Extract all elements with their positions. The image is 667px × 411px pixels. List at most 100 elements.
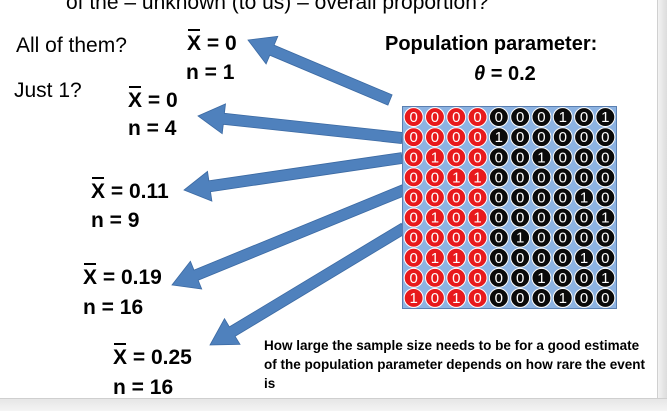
grid-digit: 1 <box>431 210 439 227</box>
bottom-shadow <box>0 398 667 411</box>
grid-circle <box>510 267 531 288</box>
grid-circle <box>488 247 509 268</box>
grid-digit: 0 <box>580 210 588 227</box>
grid-digit: 1 <box>601 270 609 287</box>
sample-2-mean-value: = 0 <box>147 89 178 112</box>
grid-circle <box>531 107 552 127</box>
grid-circle <box>595 288 616 308</box>
grid-circle <box>488 187 509 208</box>
grid-circle <box>595 167 616 188</box>
grid-circle <box>574 247 595 268</box>
grid-digit: 0 <box>516 270 524 287</box>
sample-2-mean: X = 0 <box>128 86 178 113</box>
grid-circle <box>574 147 595 168</box>
grid-digit: 1 <box>601 109 609 126</box>
sample-1-n: n = 1 <box>186 61 235 84</box>
grid-digit: 0 <box>580 149 588 166</box>
grid-circle <box>425 227 445 248</box>
grid-digit: 0 <box>495 270 503 287</box>
grid-digit: 1 <box>537 149 545 166</box>
grid-circle <box>574 127 595 148</box>
arrow-to-sample-1 <box>247 35 393 106</box>
grid-circle <box>552 167 573 188</box>
grid-digit: 0 <box>516 169 524 186</box>
grid-digit: 0 <box>409 230 417 247</box>
grid-digit: 0 <box>495 189 503 206</box>
grid-circle <box>531 147 552 168</box>
grid-digit: 0 <box>559 270 567 287</box>
grid-circle <box>531 247 552 268</box>
grid-circle <box>403 267 424 288</box>
grid-circle <box>531 227 552 248</box>
grid-digit: 0 <box>516 189 524 206</box>
grid-circle <box>531 207 552 228</box>
grid-digit: 0 <box>537 109 545 126</box>
sample-1-mean-value: = 0 <box>206 32 237 55</box>
grid-digit: 0 <box>431 270 439 287</box>
grid-digit: 0 <box>516 129 524 146</box>
grid-digit: 0 <box>537 129 545 146</box>
grid-circle <box>574 187 595 208</box>
sample-4-mean: X = 0.19 <box>83 263 162 290</box>
sample-5-mean-value: = 0.25 <box>132 346 192 369</box>
sample-4-mean-value: = 0.19 <box>102 266 162 289</box>
grid-digit: 1 <box>409 290 417 307</box>
grid-digit: 0 <box>516 250 524 267</box>
grid-circle <box>488 288 509 308</box>
grid-digit: 0 <box>409 210 417 227</box>
grid-circle <box>403 147 424 168</box>
xbar-symbol: X <box>128 86 143 112</box>
grid-circle <box>403 167 424 188</box>
grid-digit: 0 <box>580 270 588 287</box>
grid-digit: 1 <box>559 290 567 307</box>
grid-digit: 0 <box>601 169 609 186</box>
grid-digit: 0 <box>409 169 417 186</box>
grid-circle <box>467 207 488 228</box>
arrow-to-sample-4 <box>171 184 407 290</box>
xbar-symbol: X <box>187 29 202 55</box>
grid-digit: 0 <box>516 109 524 126</box>
grid-digit: 0 <box>537 250 545 267</box>
grid-digit: 0 <box>601 290 609 307</box>
grid-circle <box>467 187 488 208</box>
grid-circle <box>467 127 488 148</box>
sample-5-mean: X = 0.25 <box>113 343 192 370</box>
grid-digit: 0 <box>473 290 481 307</box>
sample-3-mean-value: = 0.11 <box>110 180 169 203</box>
grid-circle <box>510 147 531 168</box>
grid-circle <box>531 267 552 288</box>
grid-circle <box>403 247 424 268</box>
theta-symbol: θ <box>474 63 486 85</box>
grid-circle <box>446 187 467 208</box>
grid-circle <box>595 187 616 208</box>
grid-circle <box>403 107 424 127</box>
grid-digit: 0 <box>495 290 503 307</box>
grid-circle <box>574 227 595 248</box>
grid-circle <box>425 127 445 148</box>
grid-circle <box>446 267 467 288</box>
grid-digit: 0 <box>516 210 524 227</box>
grid-circle <box>425 247 445 268</box>
grid-circle <box>467 147 488 168</box>
grid-circle <box>531 288 552 308</box>
grid-digit: 0 <box>409 149 417 166</box>
grid-digit: 0 <box>559 149 567 166</box>
explanation-note: How large the sample size needs to be fo… <box>264 338 646 391</box>
grid-digit: 0 <box>409 129 417 146</box>
grid-digit: 0 <box>537 290 545 307</box>
xbar-symbol: X <box>91 177 106 203</box>
grid-digit: 1 <box>452 290 460 307</box>
grid-circle <box>552 207 573 228</box>
grid-circle <box>467 167 488 188</box>
grid-circle <box>552 247 573 268</box>
grid-circle <box>595 227 616 248</box>
arrow-to-sample-2 <box>197 103 404 144</box>
grid-circle <box>467 267 488 288</box>
arrow-to-sample-5 <box>209 222 408 346</box>
grid-digit: 0 <box>559 250 567 267</box>
grid-circle <box>595 127 616 148</box>
grid-digit: 0 <box>537 169 545 186</box>
grid-digit: 0 <box>601 189 609 206</box>
grid-digit: 0 <box>452 189 460 206</box>
